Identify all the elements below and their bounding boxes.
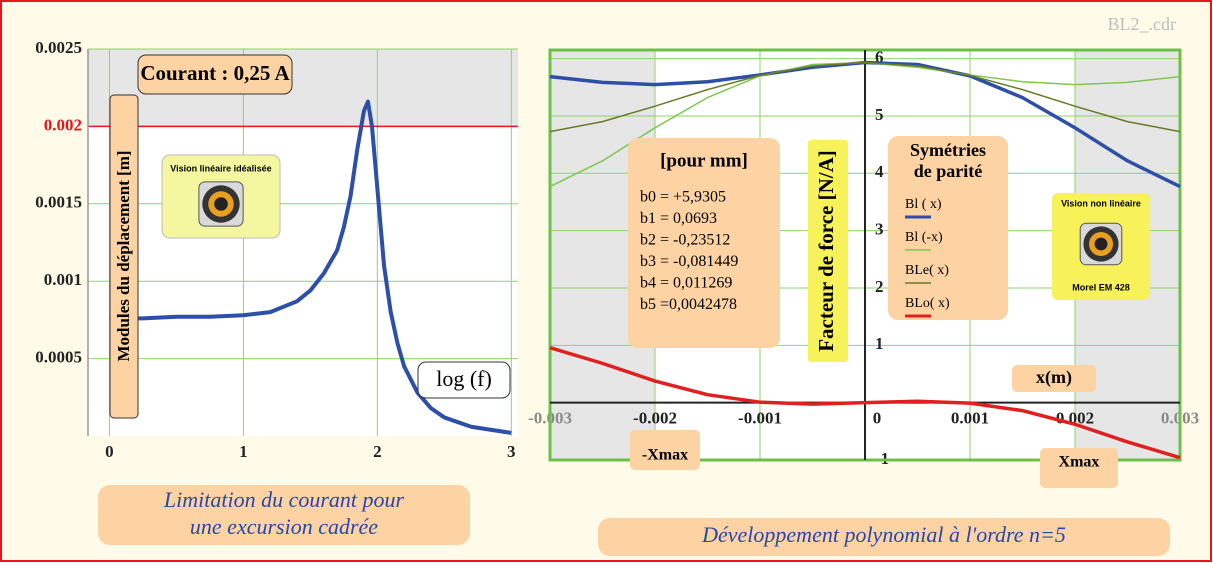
coefficient: b2 = -0,23512 <box>640 232 730 249</box>
badge-title: Vision linéaire idéalisée <box>170 163 271 173</box>
y-tick-label: 0.0005 <box>35 348 82 367</box>
coefficient: b1 = 0,0693 <box>640 210 717 227</box>
y-tick-label: 3 <box>875 220 884 239</box>
y-tick-label: 0.0015 <box>35 193 82 212</box>
coefficient: b5 =0,0042478 <box>640 296 737 313</box>
annotation: Courant : 0,25 A <box>140 61 290 85</box>
coefficient: b0 = +5,9305 <box>640 189 726 206</box>
y-tick-label: 0.0025 <box>35 38 82 57</box>
legend-label: Bl ( x) <box>905 197 942 212</box>
xlabel-box <box>417 361 511 399</box>
marker-label: Xmax <box>1059 454 1100 471</box>
y-tick-label: 5 <box>875 105 884 124</box>
ylabel-box <box>808 140 848 362</box>
y-axis-label: Facteur de force [N/A] <box>814 150 838 352</box>
marker-label: -Xmax <box>642 447 688 464</box>
data-line <box>549 61 1181 133</box>
badge-subtitle: Morel EM 428 <box>1072 282 1130 292</box>
x-tick-label: -0.001 <box>738 409 782 428</box>
x-axis-label: log (f) <box>436 366 492 391</box>
y-axis-label: Modules du déplacement [m] <box>114 150 133 361</box>
marker-box <box>630 430 700 470</box>
legend-title: Symétries <box>910 140 986 160</box>
y-tick-label: 0.001 <box>44 270 82 289</box>
file-label: BL2_.cdr <box>1108 14 1176 34</box>
x-tick-label: 0 <box>105 442 114 461</box>
legend-label: BLe( x) <box>905 263 949 278</box>
x-tick-label: 0 <box>873 409 882 428</box>
caption-box <box>98 485 470 545</box>
caption-box <box>598 518 1170 556</box>
badge-title: Vision non linéaire <box>1061 198 1141 208</box>
coefficients-box <box>628 138 780 348</box>
legend-label: Bl (-x) <box>905 230 943 245</box>
speaker-cap <box>214 197 228 211</box>
caption: Développement polynomial à l'ordre n=5 <box>701 522 1066 547</box>
y-tick-label: 2 <box>875 277 884 296</box>
caption: Limitation du courant pour <box>163 487 405 512</box>
speaker-cap <box>1094 237 1108 251</box>
caption: une excursion cadrée <box>190 514 378 539</box>
x-axis-label: x(m) <box>1036 367 1072 388</box>
y-tick-label: -1 <box>875 449 889 468</box>
ylabel-box <box>109 94 139 419</box>
x-tick-label: -0.002 <box>633 409 677 428</box>
xlabel-box <box>1012 365 1096 392</box>
x-tick-label: 2 <box>373 442 382 461</box>
data-line <box>549 345 1181 460</box>
coefficient: b3 = -0,081449 <box>640 253 738 270</box>
legend-title: de parité <box>914 161 982 181</box>
annotation-box <box>137 54 293 95</box>
coefficient: b4 = 0,011269 <box>640 275 732 292</box>
data-line <box>109 99 512 435</box>
y-tick-label: 6 <box>875 48 884 67</box>
legend-box <box>888 136 1008 320</box>
x-tick-label: 0.001 <box>951 409 989 428</box>
y-tick-label: 1 <box>875 334 884 353</box>
legend-label: BLo( x) <box>905 296 950 311</box>
coefficients-title: [pour mm] <box>660 150 748 171</box>
marker-box <box>1040 448 1118 488</box>
y-tick-label: 0.002 <box>44 115 82 134</box>
x-tick-label: 3 <box>507 442 516 461</box>
x-tick-label: 1 <box>239 442 248 461</box>
y-tick-label: 4 <box>875 162 884 181</box>
